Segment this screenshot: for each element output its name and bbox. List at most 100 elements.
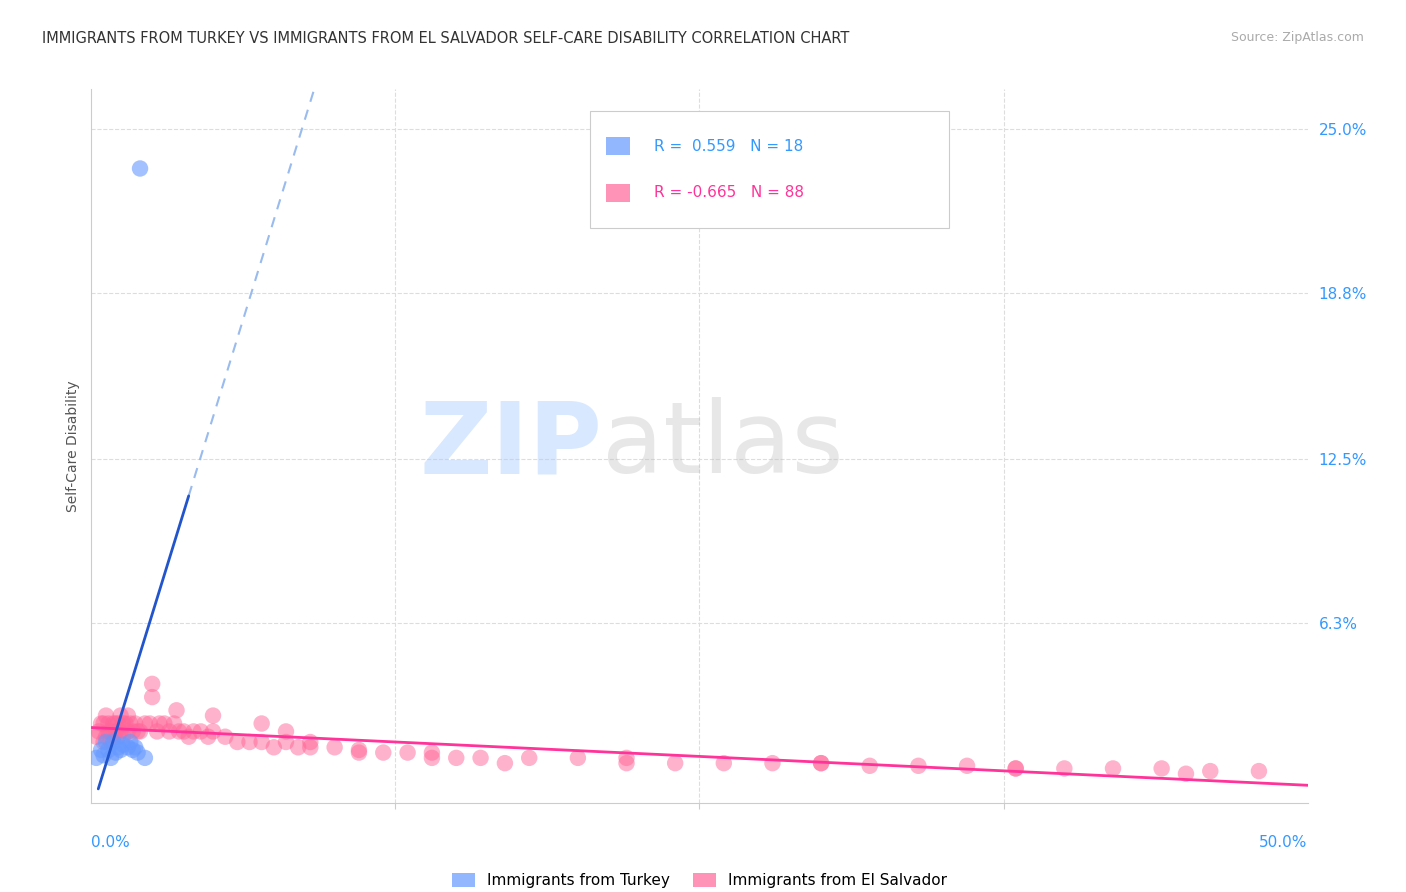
Point: [90, 716, 112, 731]
Point: [103, 735, 125, 749]
Point: [444, 751, 467, 765]
Point: [190, 724, 212, 739]
Point: [299, 735, 322, 749]
Point: [129, 161, 152, 176]
Point: [299, 740, 322, 755]
Point: [263, 740, 285, 755]
Point: [148, 716, 170, 731]
Point: [274, 724, 297, 739]
Y-axis label: Self-Care Disability: Self-Care Disability: [66, 380, 80, 512]
Point: [103, 716, 125, 731]
Point: [517, 751, 540, 765]
Point: [141, 690, 163, 704]
Point: [197, 730, 219, 744]
Point: [1004, 761, 1026, 775]
Point: [1102, 761, 1125, 775]
Point: [1247, 764, 1270, 778]
FancyBboxPatch shape: [606, 184, 630, 202]
Point: [274, 735, 297, 749]
Point: [94, 708, 117, 723]
Point: [166, 703, 188, 717]
Point: [114, 716, 136, 731]
Point: [859, 759, 882, 773]
Point: [107, 740, 129, 755]
Point: [107, 716, 129, 731]
Point: [84, 751, 107, 765]
Point: [347, 746, 370, 760]
Point: [117, 724, 139, 739]
Point: [616, 756, 638, 771]
Point: [90, 743, 112, 757]
Point: [94, 730, 117, 744]
Point: [111, 716, 134, 731]
Point: [202, 708, 225, 723]
Point: [167, 724, 190, 739]
Point: [117, 708, 139, 723]
Point: [250, 716, 273, 731]
Point: [100, 724, 122, 739]
Point: [111, 738, 134, 752]
Point: [93, 735, 115, 749]
Point: [347, 743, 370, 757]
Text: ZIP: ZIP: [419, 398, 602, 494]
Point: [761, 756, 783, 771]
Legend: Immigrants from Turkey, Immigrants from El Salvador: Immigrants from Turkey, Immigrants from …: [451, 873, 948, 888]
Point: [117, 740, 139, 755]
Point: [713, 756, 735, 771]
Point: [396, 746, 419, 760]
Text: R =  0.559   N = 18: R = 0.559 N = 18: [654, 139, 804, 153]
Point: [1199, 764, 1222, 778]
Point: [120, 735, 142, 749]
Point: [107, 730, 129, 744]
Point: [134, 716, 156, 731]
Point: [173, 724, 195, 739]
Point: [121, 724, 143, 739]
Point: [373, 746, 395, 760]
Text: 0.0%: 0.0%: [91, 836, 131, 850]
Point: [664, 756, 686, 771]
Point: [124, 740, 146, 755]
Point: [87, 724, 110, 739]
Point: [110, 743, 132, 757]
Point: [97, 724, 120, 739]
Text: 50.0%: 50.0%: [1260, 836, 1308, 850]
Point: [111, 730, 134, 744]
Point: [146, 724, 169, 739]
Point: [1175, 766, 1198, 780]
Point: [567, 751, 589, 765]
Point: [494, 756, 516, 771]
Point: [94, 735, 117, 749]
Point: [226, 735, 249, 749]
Point: [177, 730, 200, 744]
Point: [1150, 761, 1173, 775]
Point: [104, 716, 127, 731]
Point: [103, 730, 125, 744]
Point: [470, 751, 492, 765]
Point: [134, 751, 156, 765]
Point: [214, 730, 236, 744]
Point: [616, 751, 638, 765]
Point: [127, 746, 149, 760]
Point: [163, 716, 186, 731]
Point: [110, 708, 132, 723]
Point: [124, 716, 146, 731]
Point: [202, 724, 225, 739]
Point: [287, 740, 309, 755]
Point: [1053, 761, 1076, 775]
Text: R = -0.665   N = 88: R = -0.665 N = 88: [654, 186, 804, 200]
Point: [97, 716, 120, 731]
Point: [93, 748, 115, 763]
Point: [100, 735, 122, 749]
Point: [907, 759, 929, 773]
Point: [100, 751, 122, 765]
Point: [141, 677, 163, 691]
Point: [93, 716, 115, 731]
Point: [104, 746, 127, 760]
Point: [129, 724, 152, 739]
Point: [956, 759, 979, 773]
Point: [139, 716, 162, 731]
Point: [121, 743, 143, 757]
Point: [153, 716, 176, 731]
Point: [810, 756, 832, 771]
Point: [97, 743, 120, 757]
